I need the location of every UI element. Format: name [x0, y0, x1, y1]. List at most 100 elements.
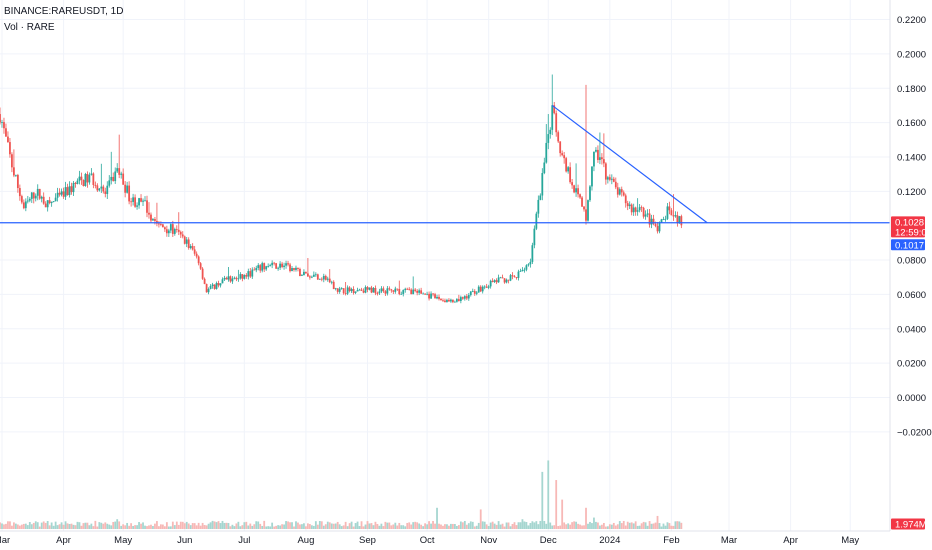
- volume-bar: [209, 522, 212, 529]
- volume-bar: [28, 522, 31, 529]
- candle-body: [64, 187, 67, 197]
- candle-body: [5, 128, 7, 137]
- candle-body: [495, 280, 498, 283]
- candle-body: [503, 278, 506, 283]
- symbol-label[interactable]: BINANCE:RAREUSDT, 1D: [4, 6, 124, 17]
- volume-bar: [201, 522, 204, 529]
- candle-body: [618, 189, 621, 195]
- volume-bar: [602, 522, 605, 529]
- candle-body: [255, 267, 258, 271]
- candle-body: [535, 213, 538, 229]
- volume-bar: [106, 523, 109, 529]
- candle-body: [56, 192, 59, 198]
- candle-body: [668, 206, 671, 211]
- volume-bar: [243, 522, 246, 529]
- candle-body: [217, 283, 220, 286]
- candle-body: [267, 266, 270, 267]
- volume-bar: [219, 523, 222, 529]
- volume-bar: [461, 522, 464, 529]
- time-axis[interactable]: Mar Apr May Jun Jul Aug Sep Oct Nov Dec 2024 Feb Mar…: [0, 535, 859, 546]
- candle-body: [163, 227, 166, 230]
- volume-bar: [531, 521, 534, 529]
- volume-bar: [299, 524, 301, 529]
- candle-body: [463, 296, 466, 299]
- volume-bar: [549, 522, 552, 529]
- volume-bar: [20, 524, 23, 529]
- candle-body: [314, 274, 317, 276]
- candle-body: [177, 229, 180, 232]
- volume-bar: [519, 522, 522, 529]
- candle-body: [446, 299, 448, 302]
- candle-body: [358, 289, 361, 291]
- candle-body: [481, 286, 484, 292]
- candle-body: [299, 268, 301, 277]
- volume-bar: [257, 521, 260, 529]
- trend-line[interactable]: [551, 104, 708, 224]
- candle-body: [434, 294, 436, 299]
- candle-body: [585, 209, 587, 221]
- candle-body: [448, 299, 450, 302]
- last-price-badge-text: 0.1028: [895, 217, 924, 228]
- candle-body: [171, 224, 174, 234]
- volume-bar: [169, 526, 172, 529]
- candle-body: [281, 263, 283, 267]
- candle-body: [364, 287, 367, 293]
- candle-body: [114, 171, 117, 182]
- candle-body: [567, 167, 570, 172]
- candle-body: [533, 228, 536, 246]
- volume-bar: [517, 522, 520, 529]
- candle-body: [82, 179, 85, 187]
- volume-bar: [450, 523, 452, 529]
- candle-body: [20, 196, 23, 203]
- volume-bar: [110, 525, 113, 529]
- chart-legend: BINANCE:RAREUSDT, 1D Vol · RARE: [4, 4, 123, 36]
- candle-body: [604, 163, 607, 180]
- volume-bar: [104, 522, 107, 529]
- volume-bar: [660, 526, 663, 529]
- volume-bar: [9, 521, 11, 529]
- volume-bar: [557, 526, 560, 529]
- candle-body: [108, 180, 111, 186]
- candle-body: [183, 236, 186, 244]
- volume-bar: [134, 525, 136, 529]
- volume-bar: [173, 525, 176, 529]
- candle-body: [16, 174, 19, 189]
- candle-body: [579, 194, 581, 198]
- volume-bar: [259, 523, 262, 529]
- candle-body: [531, 245, 534, 262]
- volume-bar: [235, 523, 238, 529]
- volume-bar: [440, 524, 442, 529]
- candle-body: [233, 277, 236, 279]
- volume-bar: [453, 524, 456, 529]
- volume-indicator-label[interactable]: Vol · RARE: [4, 22, 55, 33]
- volume-bar: [156, 521, 158, 529]
- candle-body: [654, 223, 657, 227]
- volume-bar: [354, 523, 357, 529]
- volume-bar: [626, 521, 629, 529]
- candle-body: [471, 291, 474, 292]
- candle-body: [203, 278, 206, 284]
- candle-body: [245, 274, 248, 277]
- candle-body: [378, 291, 381, 294]
- volume-bar: [193, 523, 196, 529]
- last-price-badge: [891, 216, 925, 238]
- candle-body: [390, 289, 393, 291]
- volume-bar: [54, 521, 57, 529]
- volume-bar: [225, 522, 228, 529]
- candle-body: [412, 289, 415, 295]
- volume-bar: [362, 526, 365, 529]
- price-axis[interactable]: 0.26000.24000.22000.20000.18000.16000.14…: [897, 0, 932, 438]
- volume-bar: [175, 521, 178, 529]
- volume-bar: [66, 523, 69, 529]
- candle-body: [624, 195, 627, 204]
- candle-body: [330, 281, 333, 283]
- candle-body: [165, 229, 168, 234]
- candle-body: [392, 290, 395, 292]
- volume-bar: [22, 523, 25, 529]
- candle-body: [547, 134, 550, 143]
- volume-bar: [511, 523, 514, 529]
- candle-body: [549, 129, 552, 135]
- candle-body: [354, 291, 357, 293]
- volume-bar: [610, 524, 613, 529]
